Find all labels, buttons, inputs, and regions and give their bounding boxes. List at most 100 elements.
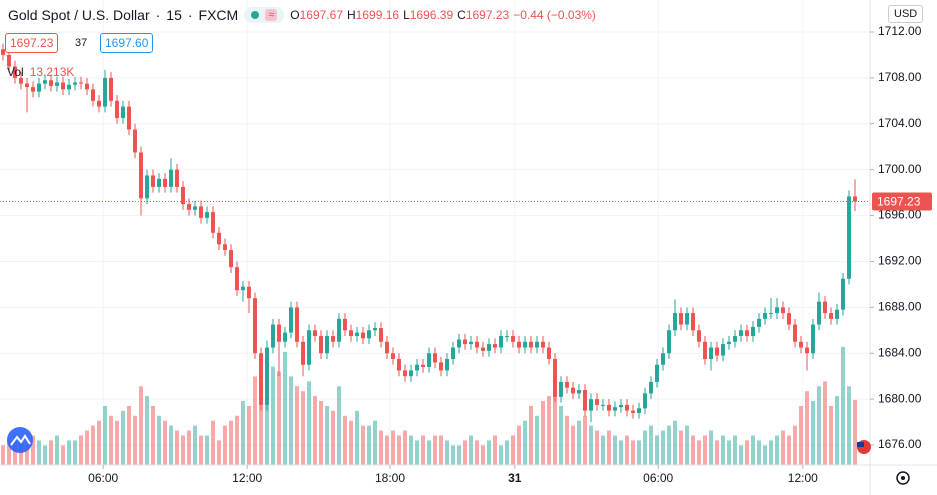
- bid-box[interactable]: 1697.23: [5, 33, 59, 53]
- y-tick-label: 1700.00: [878, 162, 922, 176]
- ohlc-value: 1697.67: [299, 8, 343, 22]
- candle-body: [343, 318, 347, 331]
- candle-body: [655, 364, 659, 382]
- axes: 1676.00 1680.00 1684.00 1688.00 1692.00 1696.…: [88, 24, 932, 485]
- volume-bar: [529, 405, 533, 465]
- volume-bar: [679, 430, 683, 465]
- volume-bar: [301, 391, 305, 465]
- candle-body: [409, 370, 413, 377]
- volume-bar: [499, 445, 503, 465]
- candle-body: [673, 313, 677, 331]
- candle-body: [163, 178, 167, 187]
- volume-bar: [835, 396, 839, 465]
- volume-bar: [505, 440, 509, 465]
- market-status[interactable]: ≈: [244, 7, 285, 23]
- candle-body: [481, 347, 485, 351]
- candle-body: [445, 358, 449, 371]
- volume-bar: [421, 435, 425, 465]
- volume-bar: [397, 435, 401, 465]
- y-tick-label: 1696.00: [878, 208, 922, 222]
- volume-bar: [289, 376, 293, 465]
- candle-body: [559, 381, 563, 397]
- volume-bar: [277, 371, 281, 465]
- volume-bar: [775, 435, 779, 465]
- candle-body: [181, 186, 185, 205]
- candle-body: [583, 389, 587, 411]
- candle-body: [301, 341, 305, 365]
- volume-bar: [703, 435, 707, 465]
- volume-bar: [253, 376, 257, 465]
- volume-bar: [367, 425, 371, 465]
- gear[interactable]: [896, 471, 910, 485]
- candle-body: [487, 344, 491, 351]
- flag-icon: [857, 440, 871, 454]
- separator: ·: [155, 7, 161, 23]
- candle-body: [685, 313, 689, 325]
- candle-body: [127, 106, 131, 130]
- volume-bar: [67, 440, 71, 465]
- candle-body: [679, 313, 683, 325]
- candle-body: [307, 330, 311, 365]
- candle-body: [649, 381, 653, 394]
- volume-bar: [163, 420, 167, 465]
- settings-icon[interactable]: [896, 471, 910, 485]
- volume-bar: [91, 425, 95, 465]
- volume-bar: [595, 430, 599, 465]
- y-tick-label: 1688.00: [878, 300, 922, 314]
- y-tick-label: 1680.00: [878, 391, 922, 405]
- y-tick-label: 1712.00: [878, 24, 922, 38]
- candle-body: [733, 336, 737, 342]
- volume-bar: [1, 445, 5, 465]
- volume-bar: [85, 430, 89, 465]
- volume-bar: [97, 420, 101, 465]
- candle-body: [613, 407, 617, 411]
- volume-bar: [781, 430, 785, 465]
- volume-bar: [223, 425, 227, 465]
- volume-bar: [139, 386, 143, 465]
- candle-body: [433, 353, 437, 363]
- ask-box[interactable]: 1697.60: [100, 33, 154, 53]
- candle-body: [625, 404, 629, 411]
- volume-bar: [307, 381, 311, 465]
- candle-body: [799, 341, 803, 348]
- volume-bar: [745, 440, 749, 465]
- volume-bar: [403, 430, 407, 465]
- volume-bar: [313, 396, 317, 465]
- candle-body: [1, 49, 5, 55]
- logo: [7, 427, 33, 453]
- candle-body: [517, 341, 521, 348]
- volume-bar: [655, 435, 659, 465]
- currency-button[interactable]: USD: [888, 5, 924, 23]
- candle-body: [277, 324, 281, 342]
- candle-body: [667, 330, 671, 354]
- volume-bar: [559, 405, 563, 465]
- volume-bar: [451, 445, 455, 465]
- volume-bar: [517, 425, 521, 465]
- volume-bar: [187, 430, 191, 465]
- volume-bar: [145, 396, 149, 465]
- volume-bar: [553, 386, 557, 465]
- approx-icon: ≈: [265, 9, 278, 21]
- volume-bar: [535, 415, 539, 465]
- volume-bar: [121, 410, 125, 465]
- volume-bar: [607, 430, 611, 465]
- volume-bar: [589, 425, 593, 465]
- volume-bar: [841, 346, 845, 465]
- volume-bar: [829, 405, 833, 465]
- volume-bar: [337, 386, 341, 465]
- candle-body: [31, 87, 35, 92]
- candle-body: [829, 313, 833, 319]
- volume-bar: [715, 440, 719, 465]
- candle-body: [703, 341, 707, 359]
- volume-bar: [811, 401, 815, 465]
- volume-bar: [853, 399, 857, 465]
- candle-body: [97, 100, 101, 107]
- volume-bar: [601, 435, 605, 465]
- volume-bar: [445, 440, 449, 465]
- volume-bar: [343, 415, 347, 465]
- candle-body: [493, 344, 497, 348]
- candle-body: [499, 336, 503, 348]
- volume-bar: [631, 440, 635, 465]
- candle-body: [13, 66, 17, 78]
- volume-bar: [61, 445, 65, 465]
